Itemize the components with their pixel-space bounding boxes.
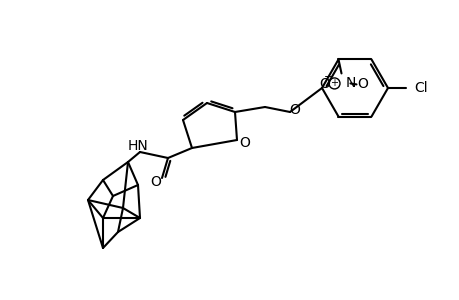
Text: O: O xyxy=(150,175,161,189)
Text: O: O xyxy=(356,77,367,92)
Text: +: + xyxy=(330,78,338,88)
Text: −: − xyxy=(323,72,332,82)
Text: Cl: Cl xyxy=(413,81,427,95)
Text: HN: HN xyxy=(127,139,148,153)
Text: O: O xyxy=(239,136,250,150)
Text: O: O xyxy=(289,103,300,117)
Text: O: O xyxy=(319,77,329,92)
Text: N: N xyxy=(345,76,355,90)
